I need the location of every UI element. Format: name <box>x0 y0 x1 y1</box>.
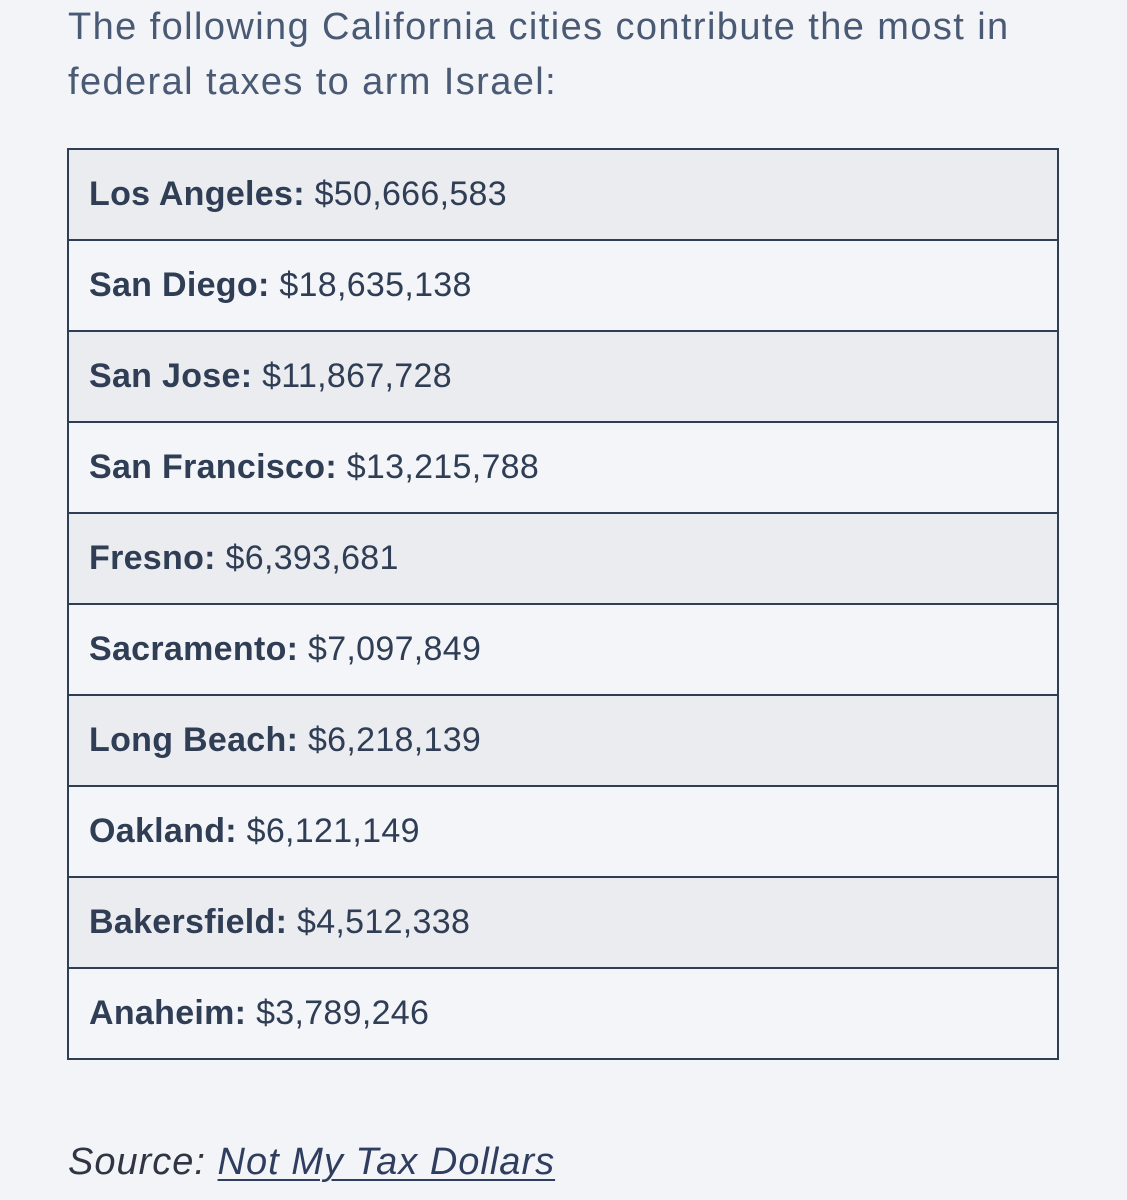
source-label: Source: <box>68 1141 206 1183</box>
city-name: San Francisco: <box>89 448 337 486</box>
table-row: San Diego: $18,635,138 <box>67 239 1059 332</box>
city-name: San Jose: <box>89 357 253 395</box>
table-cell: Anaheim: $3,789,246 <box>67 967 1059 1060</box>
table-row: Los Angeles: $50,666,583 <box>67 148 1059 241</box>
table-row: Fresno: $6,393,681 <box>67 512 1059 605</box>
city-name: Fresno: <box>89 539 216 577</box>
table-row: Long Beach: $6,218,139 <box>67 694 1059 787</box>
tax-amount: $6,218,139 <box>307 721 482 759</box>
table-body: Los Angeles: $50,666,583 San Diego: $18,6… <box>67 148 1059 1060</box>
tax-amount: $13,215,788 <box>346 448 540 486</box>
source-line: Source: Not My Tax Dollars <box>68 1138 555 1186</box>
tax-amount: $4,512,338 <box>297 903 471 941</box>
table-cell: Bakersfield: $4,512,338 <box>67 876 1059 969</box>
table-cell: Sacramento: $7,097,849 <box>67 603 1059 696</box>
table-row: Sacramento: $7,097,849 <box>67 603 1059 696</box>
table-row: Bakersfield: $4,512,338 <box>67 876 1059 969</box>
table-row: San Francisco: $13,215,788 <box>67 421 1059 514</box>
tax-amount: $6,393,681 <box>225 539 399 577</box>
city-name: San Diego: <box>89 266 270 304</box>
table-cell: Oakland: $6,121,149 <box>67 785 1059 878</box>
table-cell: San Jose: $11,867,728 <box>67 330 1059 423</box>
table-cell: Long Beach: $6,218,139 <box>67 694 1059 787</box>
table-row: San Jose: $11,867,728 <box>67 330 1059 423</box>
tax-amount: $11,867,728 <box>262 357 452 395</box>
city-name: Sacramento: <box>89 630 299 668</box>
intro-paragraph: The following California cities contribu… <box>68 6 1010 103</box>
tax-amount: $7,097,849 <box>308 630 482 668</box>
table-cell: Fresno: $6,393,681 <box>67 512 1059 605</box>
city-name: Los Angeles: <box>89 175 305 213</box>
tax-amount: $50,666,583 <box>314 175 507 213</box>
tax-amount: $3,789,246 <box>256 994 430 1032</box>
city-name: Long Beach: <box>89 721 299 759</box>
table-cell: San Diego: $18,635,138 <box>67 239 1059 332</box>
table-cell: Los Angeles: $50,666,583 <box>67 148 1059 241</box>
city-tax-table: Los Angeles: $50,666,583 San Diego: $18,6… <box>67 148 1059 1060</box>
source-link[interactable]: Not My Tax Dollars <box>217 1141 556 1183</box>
city-name: Bakersfield: <box>89 903 288 941</box>
tax-amount: $6,121,149 <box>246 812 420 850</box>
city-name: Oakland: <box>89 812 237 850</box>
city-name: Anaheim: <box>89 994 247 1032</box>
table-row: Oakland: $6,121,149 <box>67 785 1059 878</box>
table-cell: San Francisco: $13,215,788 <box>67 421 1059 514</box>
tax-amount: $18,635,138 <box>279 266 472 304</box>
table-row: Anaheim: $3,789,246 <box>67 967 1059 1060</box>
